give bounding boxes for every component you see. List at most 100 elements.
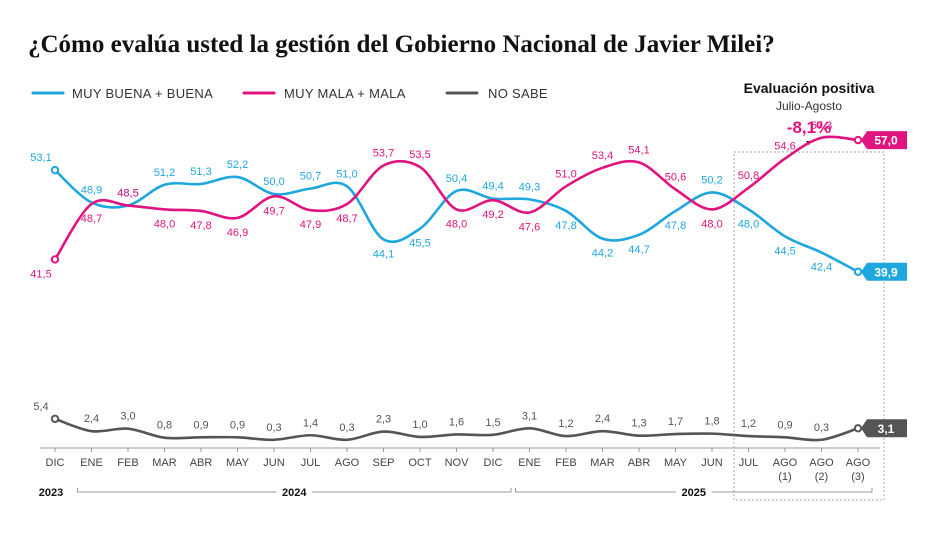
x-tick-label: OCT [408, 457, 432, 469]
series-nosabe-value-label: 1,5 [485, 417, 500, 429]
series-negative-value-label: 46,9 [227, 227, 248, 239]
chart-title: ¿Cómo evalúa usted la gestión del Gobier… [28, 31, 775, 58]
series-nosabe-value-label: 1,7 [668, 416, 683, 428]
series-positive-value-label: 42,4 [811, 262, 832, 274]
x-tick-label: MAR [590, 457, 615, 469]
series-positive-value-label: 45,5 [409, 238, 430, 250]
series-negative-value-label: 50,6 [665, 171, 686, 183]
year-label: 2023 [39, 487, 63, 499]
x-tick-label: MAR [152, 457, 177, 469]
legend: MUY BUENA + BUENA MUY MALA + MALA NO SAB… [31, 86, 548, 101]
series-negative-value-label: 47,9 [300, 219, 321, 231]
year-label-bg [675, 486, 712, 498]
series-nosabe-end-badge [861, 419, 907, 438]
series-nosabe-line [53, 417, 860, 442]
x-tick-label: JUL [301, 457, 321, 469]
series-negative-end-badge [861, 131, 907, 150]
series-negative-value-label: 54,6 [774, 141, 795, 153]
x-tick-label: AGO [773, 457, 798, 469]
series-nosabe-value-label: 1,0 [412, 419, 427, 431]
series-nosabe-value-label: 0,3 [814, 422, 829, 434]
series-nosabe-point [853, 424, 863, 433]
series-positive-line [53, 168, 860, 274]
series-nosabe-value-label: 0,3 [339, 422, 354, 434]
x-tick-sublabel: (3) [851, 471, 864, 483]
series-negative-value-label: 53,5 [409, 149, 430, 161]
series-negative-value-label: 49,7 [263, 205, 284, 217]
x-tick-label: ABR [628, 457, 651, 469]
x-tick-label: DIC [484, 457, 503, 469]
series-nosabe-value-label: 1,8 [704, 416, 719, 428]
series-nosabe-value-label: 1,2 [558, 418, 573, 430]
x-tick-label: JUN [701, 457, 722, 469]
series-layer [50, 135, 863, 442]
series-negative-value-label: 47,8 [190, 220, 211, 232]
series-negative-value-label: 53,4 [592, 150, 613, 162]
series-positive-point [50, 165, 60, 175]
x-tick-label: ENE [80, 457, 103, 469]
x-tick-label: JUL [739, 457, 759, 469]
series-positive-value-label: 47,8 [555, 220, 576, 232]
series-negative-value-label: 48,0 [446, 218, 467, 230]
x-tick-label: MAY [226, 457, 250, 469]
series-positive-value-label: 50,0 [263, 176, 284, 188]
x-tick-sublabel: (1) [778, 471, 791, 483]
series-positive-value-label: 44,1 [373, 248, 394, 260]
series-nosabe-value-label: 5,4 [33, 401, 48, 413]
annotation-box: Evaluación positiva Julio-Agosto -8,1% [733, 80, 885, 501]
series-negative-value-label: 41,5 [30, 268, 51, 280]
series-nosabe-point [50, 414, 60, 424]
series-positive-value-label: 44,7 [628, 244, 649, 256]
series-negative-end-value: 57,0 [874, 134, 898, 148]
series-negative-point [50, 255, 60, 264]
series-negative-value-label: 50,8 [738, 170, 759, 182]
series-positive-value-label: 44,5 [774, 245, 795, 257]
series-nosabe-value-label: 0,8 [157, 420, 172, 432]
x-tick-label: SEP [372, 457, 394, 469]
x-tick-label: ABR [190, 457, 213, 469]
legend-label-nosabe: NO SABE [488, 86, 548, 101]
series-nosabe-value-label: 2,4 [595, 413, 610, 425]
series-nosabe-value-label: 3,0 [120, 411, 135, 423]
series-positive-value-label: 50,2 [701, 174, 722, 186]
series-positive-value-label: 48,5 [117, 188, 138, 200]
series-positive-value-label: 51,3 [190, 166, 211, 178]
series-positive-value-label: 48,9 [81, 184, 102, 196]
x-tick-label: ENE [518, 457, 541, 469]
x-tick-label: NOV [445, 457, 470, 469]
series-negative-value-label: 57,3 [811, 120, 832, 132]
year-label-bg [276, 486, 313, 498]
highlight-region [733, 151, 885, 501]
series-positive-value-label: 52,2 [227, 159, 248, 171]
series-negative-value-label: 48,5 [117, 188, 138, 200]
series-negative-value-label: 48,7 [336, 213, 357, 225]
series-positive-value-label: 49,3 [519, 181, 540, 193]
series-positive-value-label: 49,4 [482, 181, 503, 193]
annotation-change: -8,1% [787, 118, 831, 137]
series-nosabe-value-label: 2,4 [84, 413, 99, 425]
series-nosabe-value-label: 0,9 [193, 419, 208, 431]
x-tick-label: AGO [846, 457, 871, 469]
series-positive-value-label: 51,2 [154, 167, 175, 179]
series-negative-value-label: 48,7 [81, 213, 102, 225]
series-nosabe-value-label: 1,4 [303, 417, 318, 429]
series-nosabe-end-value: 3,1 [878, 422, 895, 436]
series-positive-point [853, 267, 863, 276]
year-label: 2024 [282, 487, 307, 499]
series-negative-value-label: 49,2 [482, 209, 503, 221]
series-positive-value-label: 50,4 [446, 173, 467, 185]
x-tick-label: JUN [263, 457, 284, 469]
series-positive-value-label: 44,2 [592, 248, 613, 260]
x-tick-sublabel: (2) [815, 471, 828, 483]
series-nosabe-value-label: 3,1 [522, 410, 537, 422]
series-positive-value-label: 50,7 [300, 171, 321, 183]
x-tick-label: FEB [117, 457, 138, 469]
series-nosabe-value-label: 0,9 [777, 419, 792, 431]
series-negative-value-label: 47,6 [519, 221, 540, 233]
annotation-period: Julio-Agosto [776, 99, 842, 113]
series-nosabe-value-label: 1,6 [449, 416, 464, 428]
series-nosabe-value-label: 1,2 [741, 418, 756, 430]
x-tick-label: DIC [46, 457, 65, 469]
legend-label-positive: MUY BUENA + BUENA [72, 86, 213, 101]
